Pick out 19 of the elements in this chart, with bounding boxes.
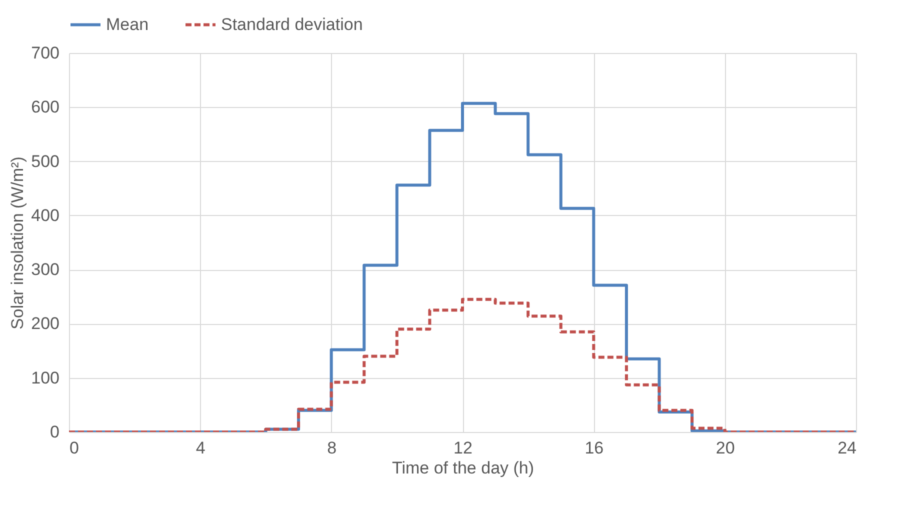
y-tick-label: 700 xyxy=(31,44,60,62)
y-tick-label: 100 xyxy=(31,368,60,388)
x-tick-label: 16 xyxy=(584,438,604,458)
y-tick-label: 0 xyxy=(50,422,60,442)
x-tick-label: 24 xyxy=(838,438,856,458)
legend-label: Mean xyxy=(106,14,149,34)
y-tick-label: 500 xyxy=(31,152,60,171)
y-axis-title: Solar insolation (W/m²) xyxy=(8,156,28,330)
y-tick-label: 400 xyxy=(31,206,60,225)
y-tick-label: 300 xyxy=(31,260,60,280)
x-tick-label: 20 xyxy=(716,438,735,458)
x-axis-title: Time of the day (h) xyxy=(392,458,534,478)
x-tick-label: 8 xyxy=(327,438,337,458)
y-tick-label: 200 xyxy=(31,314,60,334)
x-tick-label: 4 xyxy=(196,438,206,458)
x-tick-label: 12 xyxy=(454,438,472,458)
y-tick-label: 600 xyxy=(31,98,60,117)
legend-label: Standard deviation xyxy=(221,14,363,34)
x-tick-label: 0 xyxy=(70,438,79,458)
